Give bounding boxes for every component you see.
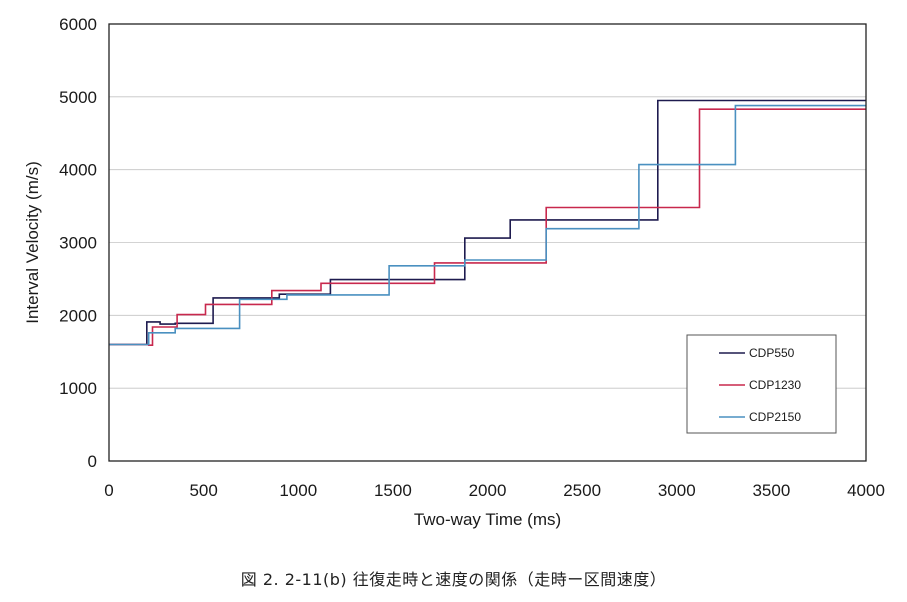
x-tick-label-1000: 1000 [279,481,317,500]
legend-label-cdp2150: CDP2150 [749,410,801,424]
legend: CDP550 CDP1230 CDP2150 [686,334,837,434]
x-tick-label-3500: 3500 [752,481,790,500]
x-axis-label: Two-way Time (ms) [414,510,561,529]
y-tick-label-4000: 4000 [59,161,97,180]
y-tick-label-0: 0 [88,452,97,471]
series-line-cdp1230 [109,108,866,347]
y-tick-label-1000: 1000 [59,379,97,398]
x-tick-label-1500: 1500 [374,481,412,500]
legend-box [686,334,837,434]
x-tick-label-2500: 2500 [563,481,601,500]
y-tick-label-5000: 5000 [59,88,97,107]
x-tick-labels: 0 500 1000 1500 2000 2500 3000 3500 4000 [104,481,885,500]
y-axis-label: Interval Velocity (m/s) [23,161,42,324]
figure-caption: 図 2. 2-11(b) 往復走時と速度の関係（走時ー区間速度） [240,570,667,589]
plot-area-frame [108,23,867,462]
x-tick-label-500: 500 [189,481,217,500]
x-tick-label-4000: 4000 [847,481,885,500]
series-line-cdp550 [109,99,866,346]
x-tick-label-0: 0 [104,481,113,500]
y-tick-label-6000: 6000 [59,15,97,34]
legend-label-cdp1230: CDP1230 [749,378,801,392]
y-tick-labels: 0 1000 2000 3000 4000 5000 6000 [59,15,97,471]
x-tick-label-3000: 3000 [658,481,696,500]
legend-label-cdp550: CDP550 [749,346,795,360]
series-line-cdp2150 [109,104,866,346]
y-tick-label-2000: 2000 [59,306,97,325]
x-tick-label-2000: 2000 [469,481,507,500]
series-lines [109,99,866,347]
y-tick-label-3000: 3000 [59,234,97,253]
chart: 0 1000 2000 3000 4000 5000 6000 0 500 1000 1500 20… [23,15,885,529]
